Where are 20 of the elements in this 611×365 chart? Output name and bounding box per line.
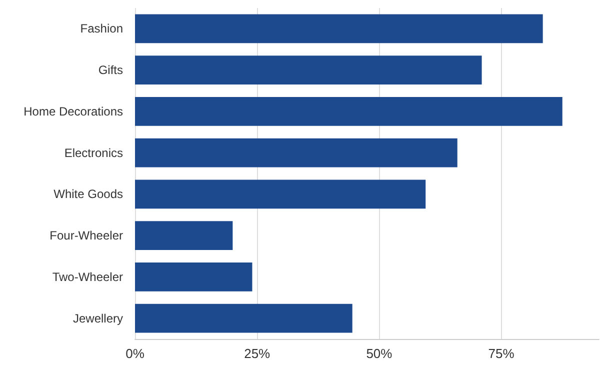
y-tick-label: White Goods xyxy=(54,187,123,202)
bar xyxy=(135,56,482,85)
bar xyxy=(135,96,562,126)
y-tick-label: Electronics xyxy=(64,146,123,160)
x-tick-label: 0% xyxy=(126,346,145,361)
y-tick-label: Gifts xyxy=(98,63,123,78)
y-tick-label: Four-Wheeler xyxy=(50,228,123,243)
bar xyxy=(135,14,543,44)
y-tick-label: Two-Wheeler xyxy=(52,270,124,284)
x-tick-label: 25% xyxy=(244,346,271,361)
y-tick-label: Fashion xyxy=(80,22,123,36)
y-tick-label: Home Decorations xyxy=(24,104,123,118)
x-tick-label: 50% xyxy=(366,346,393,361)
bar xyxy=(135,180,426,209)
bar xyxy=(135,262,252,292)
bar xyxy=(135,138,458,168)
y-tick-label: Jewellery xyxy=(72,311,123,326)
x-tick-label: 75% xyxy=(488,346,515,361)
bar xyxy=(135,304,352,333)
bar xyxy=(135,221,233,250)
